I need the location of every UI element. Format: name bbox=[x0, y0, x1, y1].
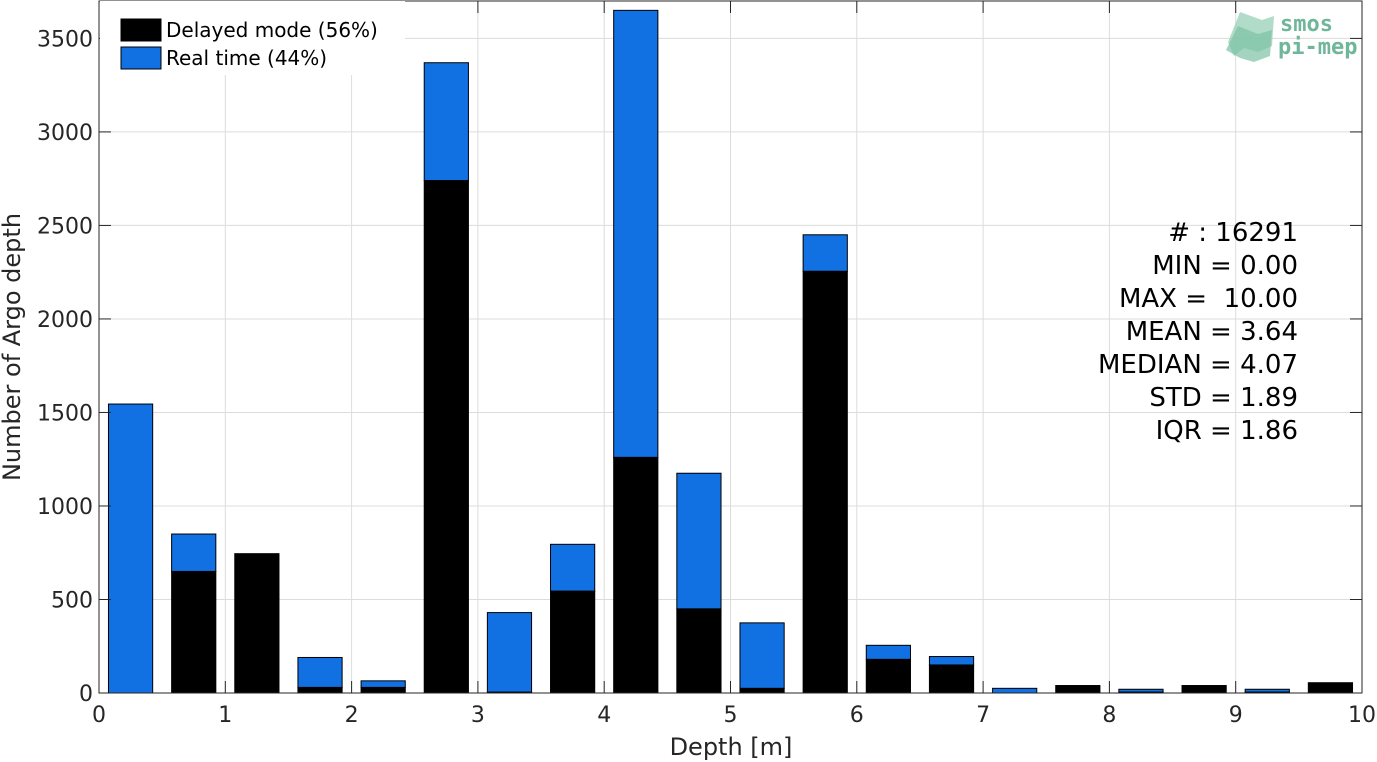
bar-delayed bbox=[676, 608, 722, 694]
bar-delayed bbox=[613, 456, 659, 694]
logo-text-line1: smos bbox=[1280, 12, 1333, 37]
legend-label-delayed: Delayed mode (56%) bbox=[166, 18, 378, 42]
bar-realtime bbox=[1118, 688, 1164, 693]
y-tick-label: 1500 bbox=[37, 401, 93, 426]
bar-realtime bbox=[802, 234, 848, 272]
bar-delayed bbox=[1307, 682, 1354, 694]
y-tick-label: 0 bbox=[79, 682, 93, 707]
bar-realtime bbox=[171, 533, 217, 572]
stats-std: STD = 1.89 bbox=[1149, 383, 1298, 413]
x-tick-label: 9 bbox=[1229, 703, 1243, 728]
stats-mean: MEAN = 3.64 bbox=[1126, 317, 1298, 347]
bar-delayed bbox=[171, 570, 217, 694]
bar-realtime bbox=[423, 62, 469, 182]
stats-median: MEDIAN = 4.07 bbox=[1098, 350, 1298, 380]
stats-max: MAX = 10.00 bbox=[1119, 284, 1298, 314]
y-tick-label: 1000 bbox=[37, 495, 93, 520]
stats-box: # : 16291 MIN = 0.00 MAX = 10.00 MEAN = … bbox=[1098, 218, 1298, 446]
bar-realtime bbox=[486, 612, 533, 693]
bar-delayed bbox=[928, 664, 975, 694]
legend: Delayed mode (56%) Real time (44%) bbox=[100, 1, 405, 75]
bar-realtime bbox=[1244, 688, 1290, 693]
axes bbox=[98, 0, 1363, 694]
x-tick-label: 0 bbox=[92, 703, 106, 728]
x-tick-label: 6 bbox=[850, 703, 864, 728]
bar-delayed bbox=[423, 180, 469, 694]
logo-wave-icon bbox=[1226, 12, 1274, 62]
legend-swatch-delayed bbox=[120, 18, 162, 42]
logo-text-line2: pi-mep bbox=[1278, 35, 1357, 60]
stats-min: MIN = 0.00 bbox=[1152, 251, 1298, 281]
bar-realtime bbox=[676, 472, 722, 610]
x-tick-label: 7 bbox=[976, 703, 990, 728]
legend-label-realtime: Real time (44%) bbox=[166, 46, 327, 70]
y-tick-label: 3000 bbox=[37, 121, 93, 146]
y-tick-label: 2500 bbox=[37, 214, 93, 239]
x-tick-label: 4 bbox=[597, 703, 611, 728]
bar-realtime bbox=[928, 656, 975, 666]
bar-delayed bbox=[234, 553, 280, 694]
stats-count: # : 16291 bbox=[1168, 218, 1298, 248]
bar-realtime bbox=[297, 656, 343, 688]
bar-delayed bbox=[865, 658, 911, 694]
bars bbox=[107, 9, 1354, 694]
x-tick-label: 1 bbox=[218, 703, 232, 728]
x-tick-label: 10 bbox=[1348, 703, 1376, 728]
x-tick-label: 5 bbox=[724, 703, 738, 728]
bar-delayed bbox=[739, 687, 785, 694]
bar-delayed bbox=[550, 590, 596, 694]
x-tick-label: 8 bbox=[1102, 703, 1116, 728]
bar-realtime bbox=[865, 644, 911, 660]
x-axis-label: Depth [m] bbox=[670, 733, 793, 761]
bar-realtime bbox=[739, 622, 785, 689]
x-tick-label: 2 bbox=[345, 703, 359, 728]
bar-realtime bbox=[613, 9, 659, 458]
bar-realtime bbox=[550, 543, 596, 592]
tick-labels: 0 1 2 3 4 5 6 7 8 9 10 0 500 1000 1500 2000 2500 3000 3500 bbox=[37, 27, 1376, 728]
bar-delayed bbox=[802, 270, 848, 694]
bar-realtime bbox=[360, 680, 406, 688]
smos-pi-mep-logo: smos pi-mep bbox=[1226, 12, 1357, 62]
y-tick-label: 2000 bbox=[37, 308, 93, 333]
y-axis-label: Number of Argo depth bbox=[0, 213, 26, 481]
stats-iqr: IQR = 1.86 bbox=[1156, 416, 1298, 446]
bar-delayed bbox=[1055, 685, 1101, 694]
bar-delayed bbox=[297, 686, 343, 694]
bar-delayed bbox=[1181, 685, 1227, 694]
bar-delayed bbox=[360, 686, 406, 694]
x-tick-label: 3 bbox=[471, 703, 485, 728]
bar-realtime bbox=[992, 687, 1038, 694]
bar-realtime bbox=[107, 403, 154, 694]
legend-swatch-realtime bbox=[120, 46, 162, 70]
y-tick-label: 500 bbox=[51, 588, 93, 613]
y-tick-label: 3500 bbox=[37, 27, 93, 52]
grid bbox=[98, 1, 1363, 694]
